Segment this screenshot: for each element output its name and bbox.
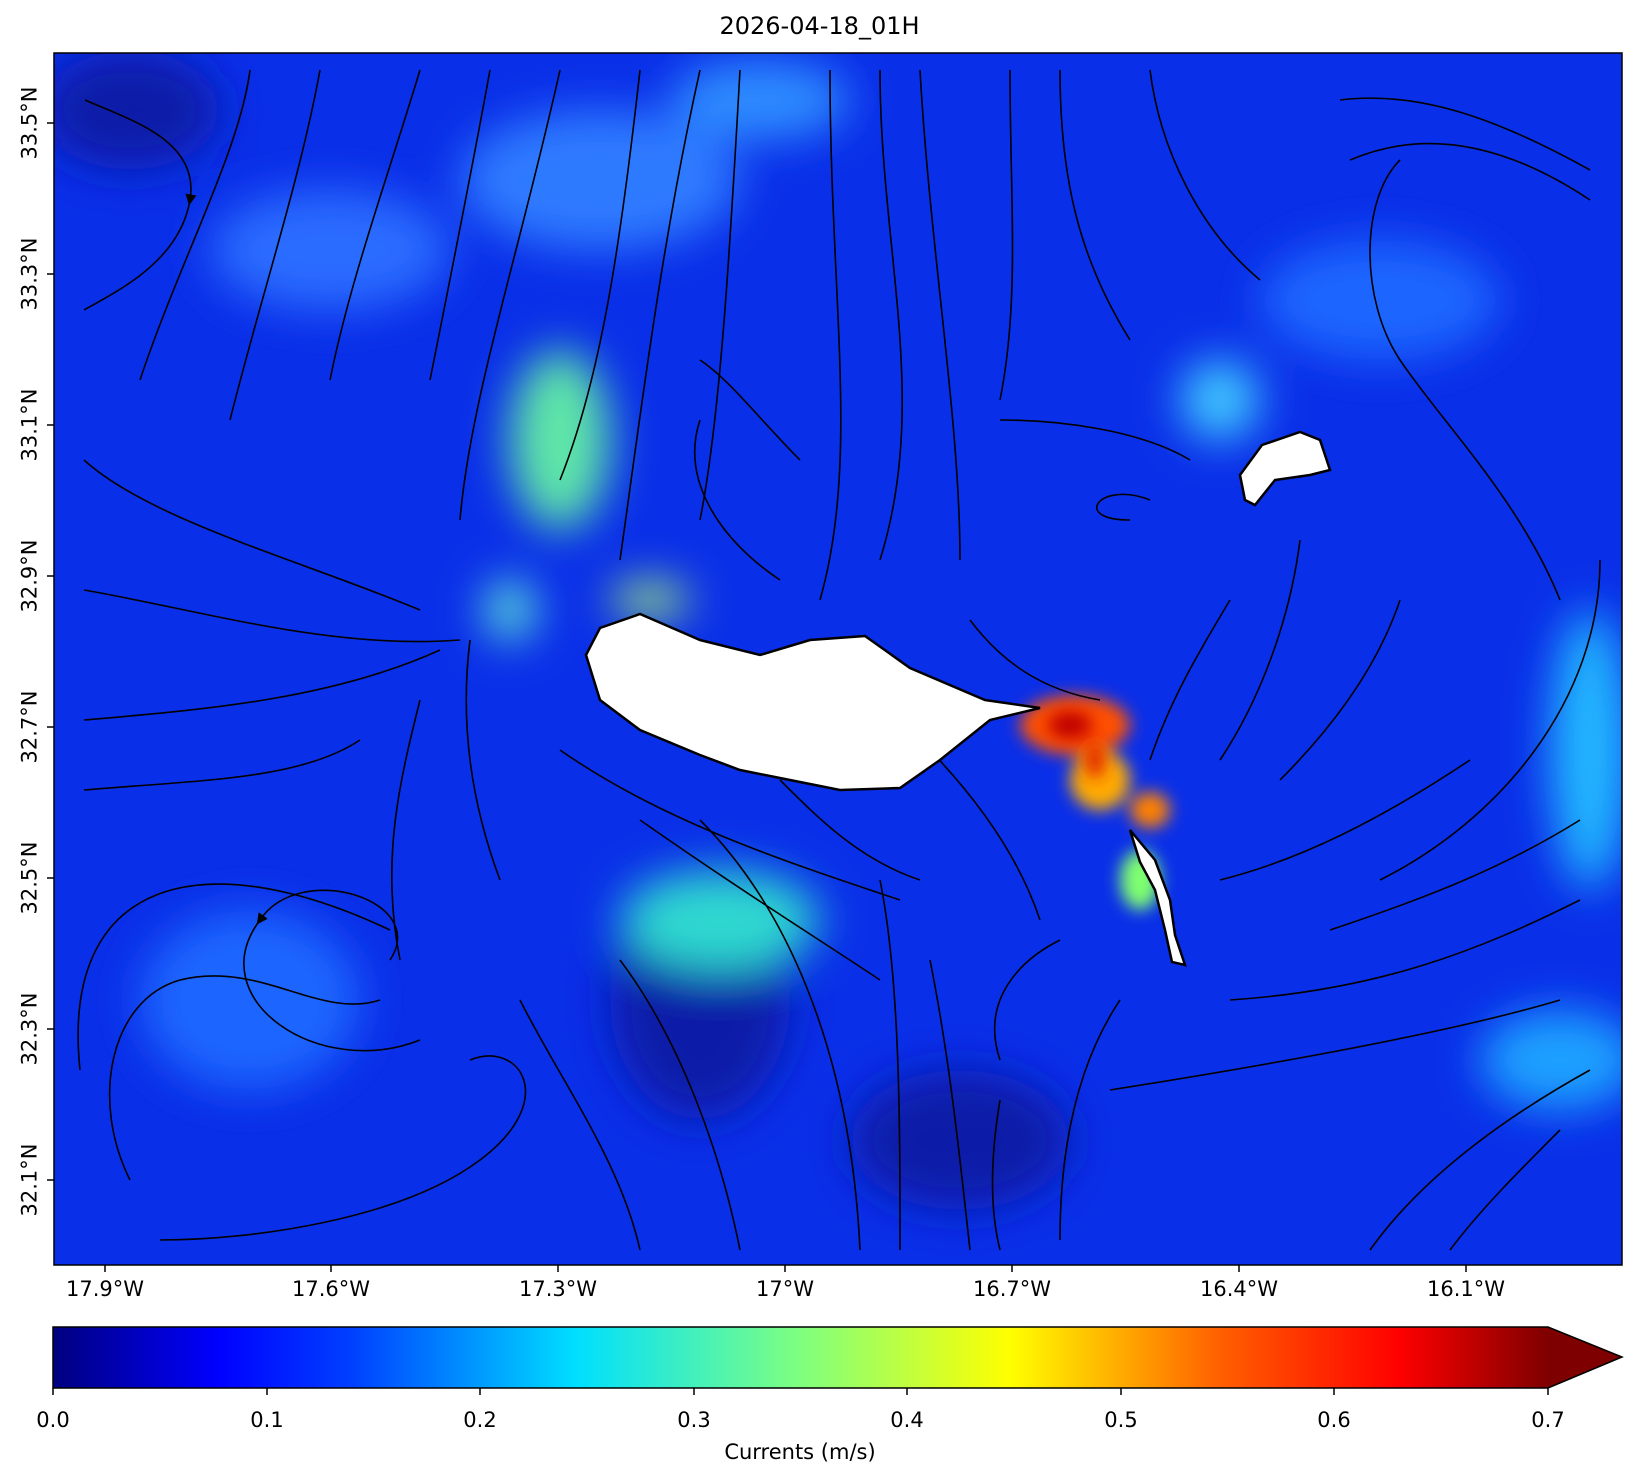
streamline [459, 69, 561, 521]
colorbar-tick-label: 0.5 [1104, 1408, 1138, 1432]
streamline [1369, 159, 1561, 601]
x-tick-label: 16.1°W [1426, 1277, 1506, 1301]
streamline [229, 69, 321, 421]
y-tick-label: 32.1°N [17, 1143, 41, 1217]
streamline [619, 69, 701, 561]
streamline [1329, 819, 1581, 931]
colorbar-tick-label: 0.6 [1317, 1408, 1351, 1432]
y-tick-label: 33.1°N [17, 388, 41, 462]
streamline [1095, 493, 1151, 521]
streamline [879, 879, 901, 1251]
streamline [1229, 899, 1581, 1001]
streamline [1369, 1069, 1591, 1251]
streamline [699, 819, 861, 1251]
x-tick-label: 17.6°W [291, 1277, 371, 1301]
streamline [991, 1099, 1001, 1251]
streamline [1279, 599, 1401, 781]
streamline [1449, 1129, 1561, 1251]
streamline [519, 999, 641, 1251]
streamline [699, 69, 741, 521]
streamline [559, 749, 901, 901]
map-title: 2026-04-18_01H [719, 12, 920, 40]
streamline [699, 359, 801, 461]
x-tick-label: 16.4°W [1199, 1277, 1279, 1301]
colorbar-tick-label: 0.7 [1531, 1408, 1565, 1432]
streamline [1149, 69, 1261, 281]
streamline [999, 69, 1014, 401]
porto-santo-island [1238, 430, 1332, 507]
streamline [999, 419, 1191, 461]
streamline [619, 959, 741, 1251]
colorbar-tick-label: 0.2 [463, 1408, 497, 1432]
streamline [879, 69, 903, 561]
madeira-island [584, 612, 1041, 792]
streamline [83, 459, 421, 611]
streamline [994, 939, 1061, 1061]
streamline [919, 69, 961, 561]
streamline [465, 639, 501, 881]
colorbar [52, 1326, 1624, 1395]
streamline [1059, 69, 1131, 341]
streamline [694, 419, 781, 581]
streamline [83, 99, 197, 311]
streamline [969, 619, 1101, 701]
y-tick-label: 32.7°N [17, 690, 41, 764]
streamline [1149, 599, 1231, 761]
islands [584, 430, 1332, 967]
y-tick-label: 33.5°N [17, 86, 41, 160]
streamline [1219, 539, 1301, 761]
streamline [779, 779, 921, 881]
colorbar-tick-label: 0.0 [36, 1408, 70, 1432]
streamline [1349, 142, 1591, 201]
streamline [243, 889, 421, 1052]
x-tick-label: 16.7°W [972, 1277, 1052, 1301]
streamline [919, 739, 1041, 921]
streamline [159, 1055, 527, 1241]
streamline [1109, 999, 1561, 1091]
streamline [929, 959, 971, 1251]
streamline [559, 69, 641, 481]
colorbar-label: Currents (m/s) [724, 1440, 876, 1464]
x-tick-label: 17.9°W [65, 1277, 145, 1301]
colorbar-tick-label: 0.3 [677, 1408, 711, 1432]
x-tick-label: 17.3°W [518, 1277, 598, 1301]
streamline [83, 649, 441, 721]
streamline [819, 69, 842, 601]
streamline [639, 819, 881, 981]
y-tick-label: 32.9°N [17, 539, 41, 613]
colorbar-tick-label: 0.4 [890, 1408, 924, 1432]
streamline [83, 739, 361, 791]
colorbar-tick-label: 0.1 [250, 1408, 284, 1432]
streamline [1379, 559, 1601, 881]
axis-ticks [47, 122, 1467, 1272]
y-tick-label: 33.3°N [17, 237, 41, 311]
y-tick-label: 32.3°N [17, 992, 41, 1066]
streamline [1339, 97, 1591, 171]
map-frame [53, 52, 1623, 1266]
streamline [390, 699, 421, 961]
streamline [1059, 999, 1121, 1241]
y-tick-label: 32.5°N [17, 841, 41, 915]
streamline [329, 69, 421, 381]
streamline [108, 975, 381, 1181]
x-tick-label: 17°W [756, 1277, 814, 1301]
streamline [1219, 759, 1471, 881]
streamlines [77, 69, 1601, 1251]
streamline [77, 883, 391, 1071]
streamline [429, 69, 491, 381]
streamline [83, 589, 461, 643]
streamline [139, 69, 251, 381]
desertas-islands [1128, 829, 1187, 967]
